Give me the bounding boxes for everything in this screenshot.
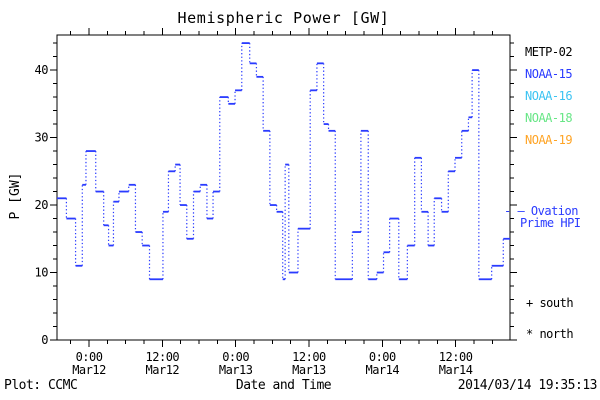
tick-labels: 0102030400:00Mar1212:00Mar120:00Mar1312:… <box>35 63 474 377</box>
legend-item-noaa16: NOAA-16 <box>525 89 573 103</box>
legend-item-metp02: METP-02 <box>525 45 573 59</box>
plot-credit: Plot: CCMC <box>4 378 78 393</box>
svg-text:12:00: 12:00 <box>146 350 180 364</box>
svg-text:30: 30 <box>35 131 49 145</box>
svg-text:Mar12: Mar12 <box>146 363 180 377</box>
legend-south-marker: + south <box>526 296 574 310</box>
svg-text:20: 20 <box>35 198 49 212</box>
legend-item-noaa15: NOAA-15 <box>525 67 573 81</box>
svg-text:Mar13: Mar13 <box>292 363 326 377</box>
hpi-data-line <box>57 42 510 281</box>
svg-text:0: 0 <box>41 333 48 347</box>
legend-item-noaa19: NOAA-19 <box>525 133 573 147</box>
svg-text:0:00: 0:00 <box>369 350 396 364</box>
svg-text:0:00: 0:00 <box>76 350 103 364</box>
legend-item-noaa18: NOAA-18 <box>525 111 573 125</box>
x-axis-label: Date and Time <box>235 378 332 393</box>
svg-text:12:00: 12:00 <box>292 350 326 364</box>
plot-timestamp: 2014/03/14 19:35:13 <box>457 378 598 393</box>
ovation-label-line2: Prime HPI <box>520 215 581 230</box>
ovation-line-sample-label: - — Ovation <box>504 204 578 218</box>
svg-text:10: 10 <box>35 266 49 280</box>
y-axis-label: P [GW] <box>8 172 23 220</box>
svg-text:40: 40 <box>35 63 49 77</box>
chart-title: Hemispheric Power [GW] <box>177 9 390 27</box>
svg-text:Mar14: Mar14 <box>439 363 473 377</box>
svg-text:Mar14: Mar14 <box>365 363 399 377</box>
legend-north-marker: * north <box>526 327 574 341</box>
svg-text:0:00: 0:00 <box>222 350 249 364</box>
svg-text:12:00: 12:00 <box>439 350 473 364</box>
legend-ovation-prime-hpi: - — Ovation Prime HPI <box>504 204 600 230</box>
svg-text:Mar13: Mar13 <box>219 363 253 377</box>
axes-frame-and-ticks <box>50 28 517 347</box>
svg-text:Mar12: Mar12 <box>72 363 106 377</box>
